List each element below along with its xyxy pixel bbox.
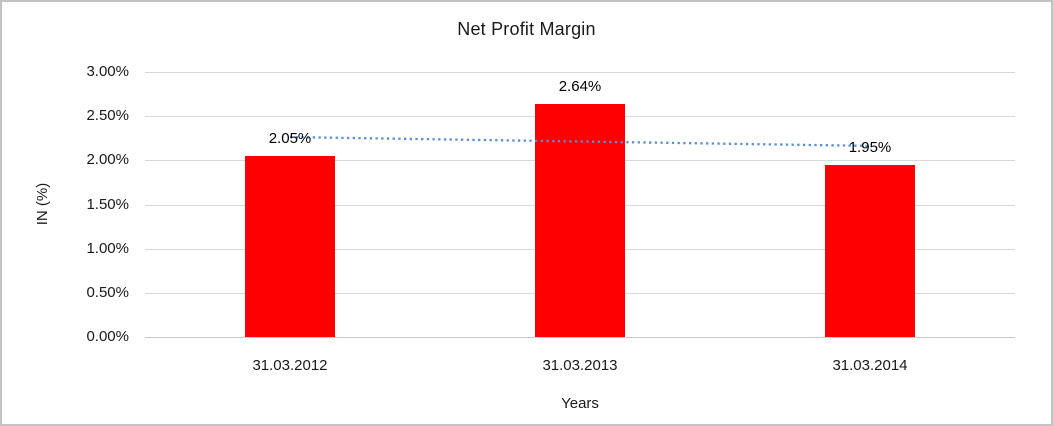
y-tick-label: 0.00% bbox=[86, 328, 129, 345]
x-axis-title: Years bbox=[561, 395, 599, 412]
x-axis-line bbox=[145, 337, 1015, 338]
x-tick-label: 31.03.2014 bbox=[832, 357, 908, 374]
y-tick-label: 0.50% bbox=[86, 283, 129, 301]
x-tick-label: 31.03.2013 bbox=[542, 357, 618, 374]
y-tick-label: 2.50% bbox=[86, 107, 129, 125]
bar bbox=[245, 155, 335, 337]
x-tick-label: 31.03.2012 bbox=[252, 357, 328, 374]
bar-value-label: 1.95% bbox=[848, 138, 892, 156]
y-tick-label: 3.00% bbox=[86, 63, 129, 80]
plot-area: 2.05% 2.64% 1.95% bbox=[145, 72, 1015, 338]
chart-title: Net Profit Margin bbox=[457, 19, 596, 39]
bar-value-label: 2.05% bbox=[268, 129, 312, 147]
y-tick-label: 2.00% bbox=[86, 151, 129, 169]
gridline bbox=[145, 72, 1015, 73]
y-tick-label: 1.50% bbox=[86, 195, 129, 213]
bar bbox=[535, 103, 625, 337]
y-tick-label: 1.00% bbox=[86, 239, 129, 257]
bar-value-label: 2.64% bbox=[558, 77, 602, 95]
bar bbox=[825, 164, 915, 337]
